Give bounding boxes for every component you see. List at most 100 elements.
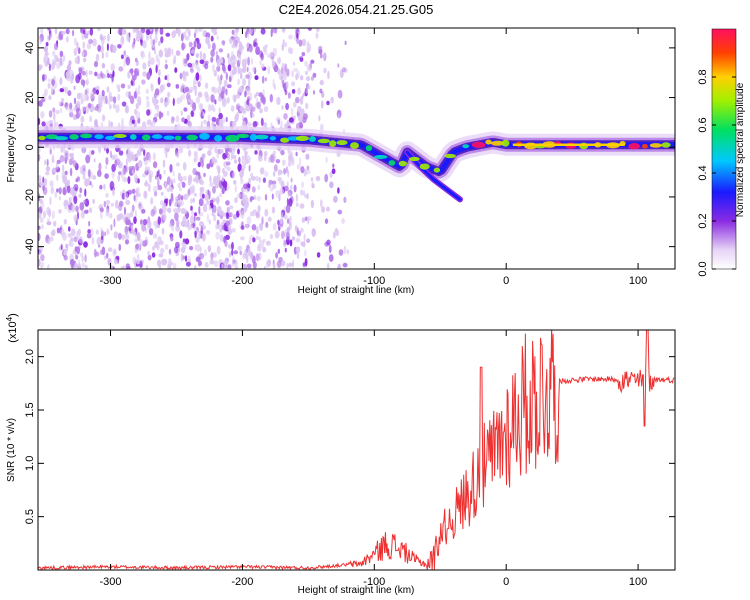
noise-speckle [226,53,230,59]
colorbar-tick-label: 0.6 [697,117,709,132]
noise-speckle [56,62,61,70]
noise-speckle [247,31,250,40]
noise-speckle [177,182,181,189]
noise-speckle [132,256,137,265]
ridge-blob [641,143,648,149]
ridge-blob [329,140,337,147]
noise-speckle [321,91,325,98]
ridge-blob [94,134,104,140]
ridge-blob [104,135,116,140]
noise-speckle [198,171,201,180]
noise-speckle [224,240,228,247]
noise-speckle [295,73,299,81]
noise-speckle [82,41,86,50]
noise-speckle [107,73,110,78]
noise-speckle [125,56,131,66]
noise-speckle [294,225,298,232]
noise-speckle [192,102,197,112]
noise-speckle [276,96,281,106]
noise-speckle [109,103,112,110]
ridge-blob [628,143,640,150]
ridge-blob [186,134,198,141]
noise-speckle [206,163,211,170]
noise-speckle [154,28,159,32]
ridge-blob [374,155,388,159]
noise-speckle [259,167,265,175]
noise-speckle [218,78,222,87]
noise-speckle [202,111,205,117]
noise-speckle [298,121,303,127]
noise-speckle [200,253,204,260]
noise-speckle [300,227,304,233]
noise-speckle [112,70,115,78]
x-tick-label: 0 [503,576,509,588]
spectrogram-y-axis-title: Frequency (Hz) [6,114,17,183]
noise-speckle [116,214,121,222]
noise-speckle [182,71,187,77]
noise-speckle [245,86,251,96]
noise-speckle [74,57,79,64]
noise-speckle [247,98,250,107]
noise-speckle [199,179,204,186]
noise-speckle [169,164,173,173]
noise-speckle [251,186,256,193]
noise-speckle [74,246,78,253]
noise-speckle [274,28,278,34]
noise-speckle [138,204,144,211]
noise-speckle [204,193,210,202]
noise-speckle [197,81,201,88]
noise-speckle [63,249,67,256]
noise-speckle [72,266,77,269]
noise-speckle [247,56,250,66]
noise-speckle [104,165,108,170]
noise-speckle [255,91,259,97]
noise-speckle [68,108,74,114]
noise-speckle [225,88,228,96]
noise-speckle [118,150,124,156]
noise-speckle [67,184,71,194]
noise-speckle [184,36,190,41]
noise-speckle [53,220,57,227]
noise-speckle [318,48,323,55]
noise-speckle [179,186,182,192]
noise-speckle [252,121,258,128]
y-tick-label: -20 [24,189,36,205]
noise-speckle [251,224,257,231]
noise-speckle [66,75,71,82]
noise-speckle [304,216,308,222]
noise-speckle [160,36,164,44]
noise-speckle [271,193,274,200]
noise-speckle [260,63,265,69]
noise-speckle [210,94,215,103]
noise-speckle [216,219,220,225]
noise-speckle [122,234,125,241]
ridge-blob [151,134,163,139]
noise-speckle [52,50,56,57]
noise-speckle [182,93,185,101]
noise-speckle [83,241,88,248]
noise-speckle [249,251,254,260]
noise-speckle [278,56,281,64]
noise-speckle [230,61,236,68]
noise-speckle [197,161,201,168]
noise-speckle [299,203,305,209]
noise-speckle [164,63,168,70]
noise-speckle [142,62,147,70]
ridge-blob [388,160,396,166]
noise-speckle [329,181,334,189]
noise-speckle [157,76,161,86]
snr-series-line [38,330,675,570]
noise-speckle [244,150,248,156]
noise-speckle [73,195,78,205]
noise-speckle [221,263,224,269]
noise-speckle [130,224,134,233]
noise-speckle [120,83,126,89]
noise-speckle [77,47,81,55]
noise-speckle [190,99,194,105]
noise-speckle [293,184,297,193]
noise-speckle [118,66,124,72]
noise-speckle [255,46,260,56]
noise-speckle [204,249,207,257]
noise-speckle [95,85,100,91]
noise-speckle [306,64,312,72]
